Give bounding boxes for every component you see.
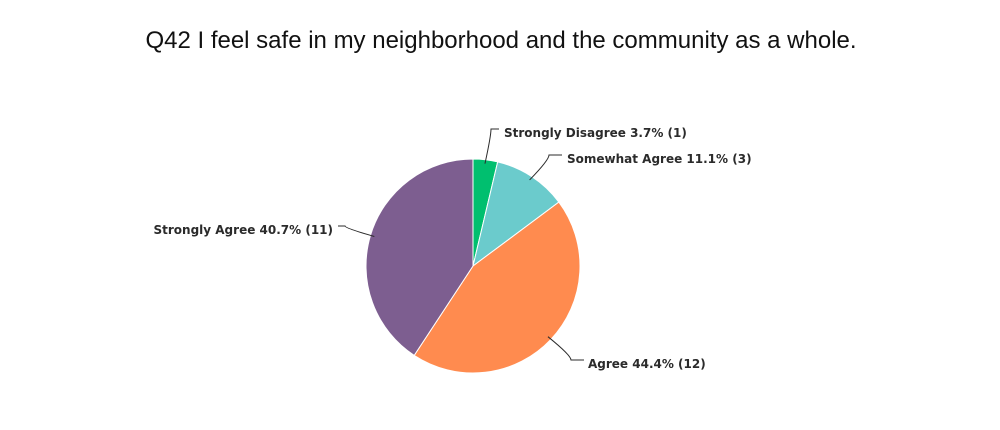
chart-title: Q42 I feel safe in my neighborhood and t…	[145, 27, 856, 54]
leader-lines	[338, 128, 584, 361]
pie-slices	[365, 158, 581, 374]
slice-label-somewhat-agree: Somewhat Agree 11.1% (3)	[567, 152, 752, 166]
pie-slice-somewhat-agree	[472, 161, 560, 268]
leader-line-agree	[547, 336, 584, 361]
slice-label-strongly-disagree: Strongly Disagree 3.7% (1)	[504, 126, 687, 140]
leader-line-strongly-disagree	[484, 128, 499, 164]
leader-line-somewhat-agree	[529, 154, 562, 181]
leader-line-strongly-agree	[338, 225, 375, 237]
slice-label-agree: Agree 44.4% (12)	[588, 357, 706, 371]
slice-label-strongly-agree: Strongly Agree 40.7% (11)	[153, 223, 333, 237]
slice-labels: Strongly Disagree 3.7% (1) Somewhat Agree…	[153, 126, 751, 371]
